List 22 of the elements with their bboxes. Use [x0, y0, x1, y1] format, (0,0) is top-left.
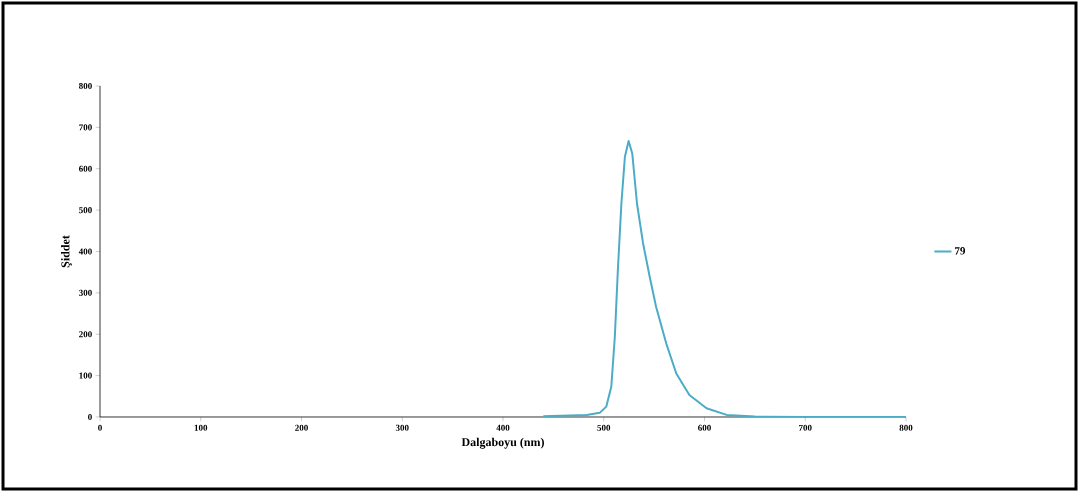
y-tick-label: 0	[88, 413, 92, 421]
x-tick-label: 0	[98, 424, 102, 431]
y-tick-label: 700	[79, 124, 92, 131]
y-tick-label: 300	[79, 289, 92, 296]
line-series	[542, 140, 906, 417]
y-tick-label: 200	[79, 331, 92, 338]
x-tick-label: 400	[496, 424, 510, 431]
y-tick-label: 500	[79, 207, 92, 214]
x-tick-label: 700	[799, 424, 812, 431]
x-tick-label: 600	[698, 424, 711, 431]
x-tick-label: 100	[194, 424, 208, 431]
legend-label: 79	[955, 247, 966, 255]
y-tick-label: 600	[79, 165, 92, 172]
x-tick-label: 500	[597, 424, 611, 431]
x-tick-label: 800	[899, 424, 913, 431]
y-tick-label: 800	[79, 82, 92, 90]
y-tick-label: 400	[78, 248, 92, 255]
x-tick-label: 200	[295, 424, 308, 431]
y-axis-title: Şiddet	[61, 235, 72, 268]
y-tick-label: 100	[79, 372, 92, 379]
x-tick-label: 300	[395, 424, 409, 431]
x-axis-title: Dalgaboyu (nm)	[461, 437, 544, 449]
